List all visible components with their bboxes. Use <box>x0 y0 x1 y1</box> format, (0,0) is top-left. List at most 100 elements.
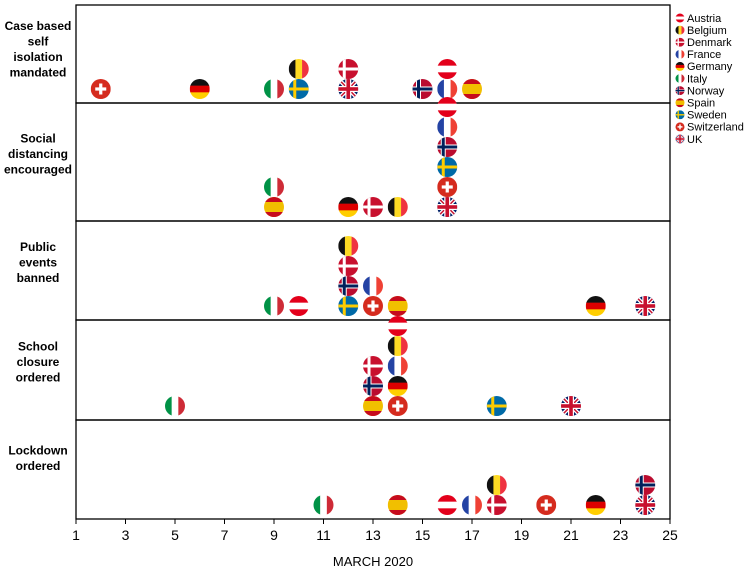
legend-label: Switzerland <box>687 122 744 134</box>
x-tick-label: 9 <box>270 527 278 543</box>
legend-item-norway: Norway <box>676 85 725 97</box>
legend-item-uk: UK <box>676 134 703 146</box>
flag-marker-uk <box>635 296 655 316</box>
flag-marker-sweden <box>487 396 507 416</box>
flag-marker-belgium <box>487 475 507 495</box>
flag-marker-germany <box>586 296 606 316</box>
flag-marker-uk <box>338 79 358 99</box>
flag-marker-italy <box>264 177 284 197</box>
flag-marker-france <box>363 276 383 296</box>
panel-label-line: mandated <box>10 65 67 79</box>
x-tick-label: 25 <box>662 527 678 543</box>
panel-label-line: Lockdown <box>8 443 67 457</box>
panel-frame <box>75 4 671 104</box>
flag-marker-italy <box>264 296 284 316</box>
legend-label: Spain <box>687 98 715 110</box>
legend-flag-norway <box>676 86 685 95</box>
flag-marker-germany <box>338 197 358 217</box>
flag-marker-spain <box>462 79 482 99</box>
flag-marker-norway <box>635 475 655 495</box>
legend-flag-switzerland <box>676 122 685 131</box>
legend-label: Norway <box>687 85 725 97</box>
x-tick-label: 7 <box>221 527 229 543</box>
legend-item-sweden: Sweden <box>676 110 727 122</box>
legend-flag-spain <box>676 98 685 107</box>
flag-marker-uk <box>635 495 655 515</box>
legend-flag-sweden <box>676 110 685 119</box>
flag-marker-sweden <box>437 157 457 177</box>
x-tick-label: 1 <box>72 527 80 543</box>
flag-marker-switzerland <box>388 396 408 416</box>
x-tick-label: 23 <box>613 527 629 543</box>
legend-label: Germany <box>687 61 733 73</box>
legend-item-germany: Germany <box>676 61 733 73</box>
legend-flag-germany <box>676 62 685 71</box>
legend-label: France <box>687 49 721 61</box>
flag-marker-spain <box>388 296 408 316</box>
flag-markers <box>91 59 656 515</box>
legend-flag-italy <box>676 74 685 83</box>
flag-marker-belgium <box>388 197 408 217</box>
flag-marker-spain <box>264 197 284 217</box>
legend-flag-uk <box>676 135 685 144</box>
legend-item-belgium: Belgium <box>676 25 727 37</box>
panel-label-line: Case based <box>5 19 72 33</box>
x-tick-label: 13 <box>365 527 381 543</box>
flag-marker-uk <box>561 396 581 416</box>
panel-label-line: encouraged <box>4 163 72 177</box>
legend-label: Sweden <box>687 110 727 122</box>
flag-marker-austria <box>437 495 457 515</box>
legend-flag-belgium <box>676 26 685 35</box>
flag-marker-italy <box>264 79 284 99</box>
legend-item-denmark: Denmark <box>676 37 732 49</box>
flag-marker-switzerland <box>437 177 457 197</box>
legend-flag-austria <box>676 14 685 23</box>
flag-marker-austria <box>437 59 457 79</box>
flag-marker-france <box>437 79 457 99</box>
flag-marker-norway <box>338 276 358 296</box>
panel-label-line: ordered <box>16 459 61 473</box>
flag-marker-sweden <box>338 296 358 316</box>
legend-item-switzerland: Switzerland <box>676 122 744 134</box>
legend: AustriaBelgiumDenmarkFranceGermanyItalyN… <box>676 13 744 146</box>
flag-marker-switzerland <box>91 79 111 99</box>
flag-marker-spain <box>363 396 383 416</box>
panel-label-line: isolation <box>13 50 62 64</box>
flag-marker-italy <box>314 495 334 515</box>
flag-marker-belgium <box>338 236 358 256</box>
legend-label: Italy <box>687 73 708 85</box>
x-tick-label: 19 <box>514 527 530 543</box>
x-tick-label: 17 <box>464 527 480 543</box>
legend-label: UK <box>687 134 703 146</box>
flag-marker-austria <box>437 97 457 117</box>
panel-label-line: self <box>28 34 50 48</box>
flag-marker-denmark <box>363 197 383 217</box>
flag-marker-sweden <box>289 79 309 99</box>
flag-marker-italy <box>165 396 185 416</box>
x-tick-label: 3 <box>122 527 130 543</box>
x-tick-label: 5 <box>171 527 179 543</box>
flag-marker-france <box>462 495 482 515</box>
legend-item-france: France <box>676 49 721 61</box>
panel-label-line: events <box>19 256 57 270</box>
panel-label-line: closure <box>17 355 60 369</box>
flag-marker-uk <box>437 197 457 217</box>
legend-label: Belgium <box>687 25 727 37</box>
flag-marker-spain <box>388 495 408 515</box>
flag-marker-denmark <box>363 356 383 376</box>
flag-marker-germany <box>586 495 606 515</box>
panel-5: Lockdown ordered <box>8 419 671 520</box>
flag-marker-switzerland <box>536 495 556 515</box>
legend-flag-france <box>676 50 685 59</box>
panel-label-line: School <box>18 340 58 354</box>
x-tick-label: 11 <box>316 527 331 543</box>
flag-marker-norway <box>437 137 457 157</box>
flag-marker-germany <box>190 79 210 99</box>
flag-marker-norway <box>413 79 433 99</box>
flag-marker-denmark <box>338 59 358 79</box>
flag-marker-france <box>388 356 408 376</box>
